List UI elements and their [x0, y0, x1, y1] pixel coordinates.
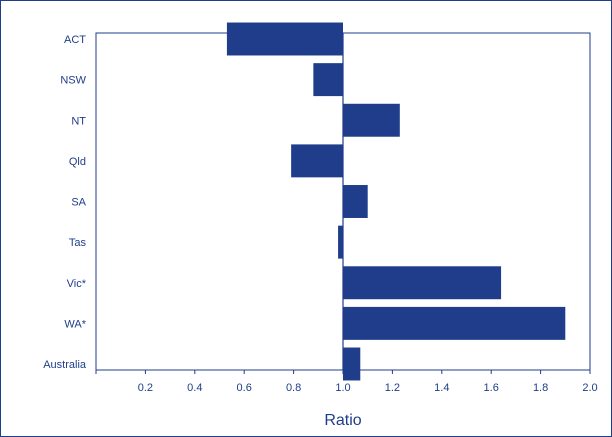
category-label: Australia	[43, 359, 87, 371]
category-label: WA*	[64, 318, 86, 330]
category-labels: ACT NSW NT Qld SA Tas Vic* WA* Australia	[43, 34, 87, 371]
x-axis-ticks: 0.2 0.4 0.6 0.8 1.0 1.2 1.4 1.6 1.8 2.0	[95, 370, 598, 394]
bar-act	[226, 22, 343, 56]
x-tick-label: 0.6	[237, 382, 252, 394]
bar-nsw	[313, 63, 343, 97]
x-tick-label: 2.0	[582, 382, 597, 394]
x-tick-label: 0.4	[187, 382, 202, 394]
bar-wa	[343, 306, 566, 340]
category-label: SA	[71, 197, 86, 209]
x-tick-label: 1.8	[533, 382, 548, 394]
x-tick-label: 1.4	[434, 382, 449, 394]
x-tick-label: 1.0	[335, 382, 350, 394]
category-label: Tas	[69, 237, 87, 249]
x-tick-label: 0.2	[138, 382, 153, 394]
bar-tas	[338, 225, 343, 259]
category-label: NSW	[60, 75, 86, 87]
bar-vic	[343, 266, 502, 300]
x-tick-label: 1.6	[484, 382, 499, 394]
category-label: NT	[71, 115, 86, 127]
bar-australia	[343, 347, 361, 381]
bar-qld	[291, 144, 343, 178]
x-tick-label: 0.8	[286, 382, 301, 394]
bars-group	[226, 22, 566, 381]
x-axis-title: Ratio	[324, 412, 361, 429]
category-label: ACT	[64, 34, 86, 46]
x-tick-label: 1.2	[385, 382, 400, 394]
bar-nt	[343, 103, 400, 137]
category-label: Vic*	[67, 278, 87, 290]
bar-sa	[343, 185, 368, 218]
category-label: Qld	[69, 156, 86, 168]
